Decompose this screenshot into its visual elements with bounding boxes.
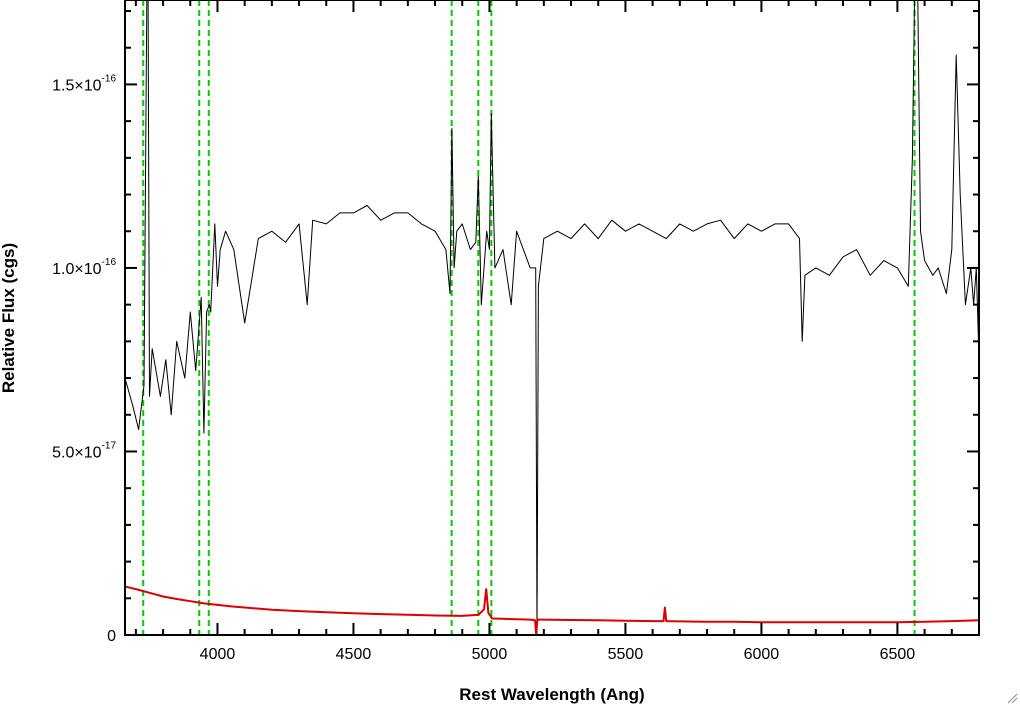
x-tick-label: 4000 (200, 646, 236, 663)
y-tick-label: 1.5×10-16 (52, 73, 116, 94)
x-tick-label: 5500 (608, 646, 644, 663)
y-tick-label: 1.0×10-16 (52, 257, 116, 278)
y-tick-label: 5.0×10-17 (52, 440, 116, 461)
y-tick-label: 0 (107, 628, 116, 645)
x-tick-label: 6000 (744, 646, 780, 663)
plot-frame (124, 0, 980, 636)
axes-frame (124, 0, 980, 636)
resize-grip-icon[interactable] (1006, 692, 1018, 704)
x-tick-label: 6500 (880, 646, 916, 663)
y-axis-title: Relative Flux (cgs) (0, 243, 18, 393)
x-tick-label: 5000 (472, 646, 508, 663)
axis-ticks (125, 0, 980, 636)
series-error-line (125, 585, 979, 635)
emission-line-markers (142, 0, 916, 635)
plot-area (125, 0, 979, 635)
series-layer (125, 0, 979, 635)
x-axis-title: Rest Wavelength (Ang) (459, 685, 644, 704)
axis-tick-labels: 4000 4500 5000 5500 6000 6500 0 5.0×10-17 1.0×10… (52, 73, 915, 663)
series-flux-line (125, 0, 979, 635)
x-tick-label: 4500 (336, 646, 372, 663)
